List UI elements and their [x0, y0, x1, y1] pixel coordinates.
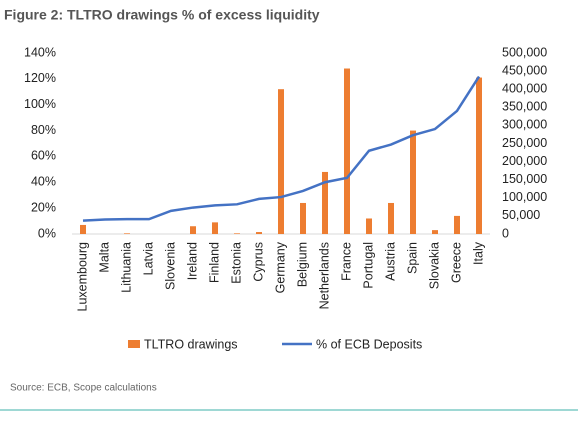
chart-title: Figure 2: TLTRO drawings % of excess liq…: [4, 7, 320, 23]
x-tick-label: Luxembourg: [75, 242, 89, 312]
y2-tick-label: 500,000: [502, 45, 547, 59]
bar: [454, 215, 460, 234]
y2-tick-label: 150,000: [502, 172, 547, 186]
x-tick-label: Austria: [383, 242, 397, 281]
y-tick-label: 100%: [24, 97, 56, 111]
legend-label: % of ECB Deposits: [316, 337, 422, 351]
y-tick-label: 40%: [31, 175, 56, 189]
y-tick-label: 60%: [31, 149, 56, 163]
x-tick-label: Netherlands: [317, 242, 331, 309]
bar: [432, 230, 438, 234]
x-tick-label: Lithuania: [119, 242, 133, 293]
line: [82, 75, 481, 222]
bar: [256, 232, 262, 234]
y2-tick-label: 200,000: [502, 154, 547, 168]
bar: [124, 233, 130, 234]
y2-tick-label: 350,000: [502, 100, 547, 114]
bar: [388, 202, 394, 234]
source: Source: ECB, Scope calculations: [10, 383, 157, 394]
bar: [212, 222, 218, 234]
bar: [278, 89, 284, 234]
y2-tick-label: 100,000: [502, 190, 547, 204]
bar: [476, 77, 482, 234]
y2-tick-label: 250,000: [502, 136, 547, 150]
x-tick-label: Malta: [97, 242, 111, 273]
x-tick-label: Finland: [207, 242, 221, 283]
legend-swatch: [128, 340, 140, 348]
x-tick-label: Portugal: [361, 242, 375, 289]
bar: [366, 218, 372, 234]
x-tick-label: Cyprus: [251, 242, 265, 282]
y2-tick-label: 50,000: [502, 208, 540, 222]
x-tick-label: Spain: [405, 242, 419, 274]
x-tick-label: Italy: [471, 241, 485, 265]
x-tick-label: Ireland: [185, 242, 199, 280]
x-tick-label: Belgium: [295, 242, 309, 287]
bar: [300, 202, 306, 234]
x-tick-label: France: [339, 242, 353, 281]
x-tick-label: Greece: [449, 242, 463, 283]
legend-label: TLTRO drawings: [144, 337, 238, 351]
y-tick-label: 0%: [38, 226, 56, 240]
y-tick-label: 120%: [24, 71, 56, 85]
x-tick-label: Estonia: [229, 242, 243, 284]
bar: [80, 224, 86, 234]
y2-tick-label: 0: [502, 226, 509, 240]
y-tick-label: 80%: [31, 123, 56, 137]
bar: [322, 171, 328, 234]
x-tick-label: Germany: [273, 241, 287, 293]
bar: [410, 130, 416, 234]
y2-tick-label: 450,000: [502, 63, 547, 77]
x-tick-label: Slovakia: [427, 242, 441, 289]
x-tick-label: Latvia: [141, 242, 155, 275]
y2-tick-label: 400,000: [502, 81, 547, 95]
bar: [344, 68, 350, 234]
y-tick-label: 140%: [24, 45, 56, 59]
bar: [234, 233, 240, 234]
y-tick-label: 20%: [31, 200, 56, 214]
y2-tick-label: 300,000: [502, 118, 547, 132]
bar: [190, 226, 196, 234]
x-tick-label: Slovenia: [163, 242, 177, 290]
